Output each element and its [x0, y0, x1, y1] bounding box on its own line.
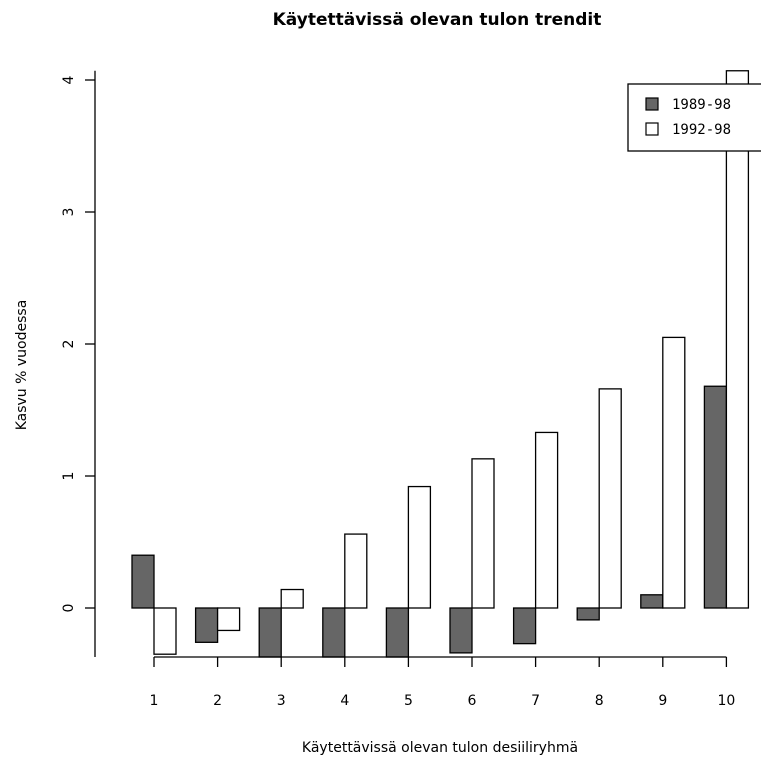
- bar-1992-98-9: [662, 336, 686, 609]
- y-tick-label: 1: [61, 472, 77, 481]
- x-tick-label: 5: [404, 693, 413, 709]
- legend-swatch: [645, 97, 659, 111]
- bar-1989-98-3: [258, 607, 282, 658]
- bar-1989-98-7: [512, 607, 537, 645]
- x-tick-label: 3: [277, 693, 286, 709]
- x-tick-label: 4: [340, 693, 349, 709]
- y-tick-label: 0: [61, 604, 77, 613]
- x-axis-label: Käytettävissä olevan tulon desiiliryhmä: [302, 740, 578, 756]
- x-tick-label: 10: [717, 693, 735, 709]
- x-axis: 1 2 3 4 5 6 7 8 9 10: [150, 656, 735, 709]
- bar-1989-98-2: [194, 607, 219, 643]
- x-tick-label: 7: [531, 693, 540, 709]
- bars-group: [131, 70, 750, 658]
- bar-1992-98-2: [216, 607, 241, 632]
- bar-1989-98-6: [449, 607, 473, 654]
- y-axis-label: Kasvu % vuodessa: [14, 300, 30, 431]
- x-tick-label: 1: [150, 693, 159, 709]
- bar-1992-98-4: [344, 533, 368, 609]
- legend-label: 1989-98: [672, 97, 731, 113]
- x-tick-label: 6: [468, 693, 477, 709]
- legend: 1989-98 1992-98: [627, 83, 761, 152]
- legend-label: 1992-98: [672, 122, 731, 138]
- bar-1992-98-8: [598, 388, 622, 609]
- bar-1989-98-10: [703, 385, 728, 609]
- y-tick-label: 3: [61, 208, 77, 217]
- bar-1992-98-3: [280, 588, 304, 609]
- y-tick-label: 2: [61, 340, 77, 349]
- legend-box: [627, 83, 761, 152]
- bar-1992-98-10: [725, 70, 750, 609]
- bar-1989-98-4: [322, 607, 346, 658]
- y-tick-label: 4: [61, 75, 77, 84]
- bar-1989-98-1: [131, 554, 155, 609]
- y-axis: 0 1 2 3 4: [61, 70, 96, 657]
- bar-1992-98-7: [534, 431, 559, 609]
- bar-1989-98-9: [640, 594, 664, 609]
- bar-1989-98-8: [576, 607, 600, 621]
- bar-1992-98-5: [407, 485, 432, 609]
- bar-1992-98-1: [153, 607, 177, 655]
- x-tick-label: 9: [658, 693, 667, 709]
- x-tick-label: 8: [595, 693, 604, 709]
- x-tick-label: 2: [213, 693, 222, 709]
- chart-title: Käytettävissä olevan tulon trendit: [273, 10, 602, 30]
- bar-1992-98-6: [471, 458, 495, 609]
- legend-swatch: [645, 122, 659, 136]
- bar-1989-98-5: [385, 607, 410, 658]
